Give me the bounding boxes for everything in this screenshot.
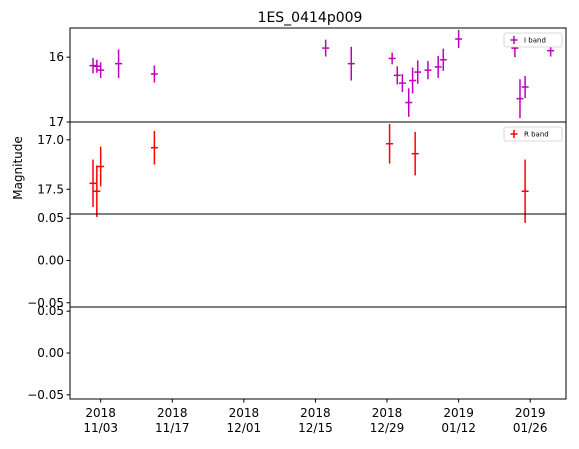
panel-4: 0.05 0.00 −0.05 — [27, 304, 567, 402]
data-point — [409, 67, 417, 94]
data-point — [386, 123, 394, 164]
data-point — [411, 131, 419, 176]
x-tick-date: 11/03 — [83, 421, 118, 435]
panel-3: 0.05 0.00 −0.05 — [27, 211, 567, 310]
x-tick-year: 2018 — [300, 406, 331, 420]
panel-frame — [69, 213, 567, 308]
data-point — [434, 55, 442, 78]
y-tick-label: 17.5 — [37, 182, 64, 196]
data-point — [89, 159, 97, 208]
x-axis: 201811/03201811/17201812/01201812/152018… — [83, 399, 548, 435]
data-point — [150, 65, 158, 83]
y-tick-label: 17.0 — [37, 133, 64, 147]
x-tick-year: 2019 — [515, 406, 546, 420]
legend-label: I band — [524, 37, 546, 45]
data-point — [115, 49, 123, 78]
chart-title: 1ES_0414p009 — [258, 10, 363, 26]
y-tick-label: 0.00 — [37, 254, 64, 268]
y-tick-label: 0.05 — [37, 304, 64, 318]
y-tick-label: 0.05 — [37, 211, 64, 225]
data-point — [516, 79, 524, 119]
data-point — [347, 46, 355, 81]
data-point — [322, 39, 330, 57]
data-point — [414, 60, 422, 84]
data-point — [439, 48, 447, 71]
y-tick-label: 0.00 — [37, 346, 64, 360]
x-tick-date: 12/15 — [298, 421, 333, 435]
panel-2: 17.0 17.5 R band — [37, 121, 567, 223]
x-tick-year: 2018 — [157, 406, 188, 420]
panel-frame — [69, 121, 567, 215]
data-point — [97, 146, 105, 187]
x-tick-year: 2018 — [85, 406, 116, 420]
data-point — [97, 62, 105, 78]
panel-frame — [69, 306, 567, 400]
data-point — [521, 159, 529, 223]
y-tick-label: −0.05 — [27, 296, 64, 310]
y-tick-label: 17 — [49, 115, 64, 129]
data-point — [424, 61, 432, 80]
y-axis-label: Magnitude — [11, 136, 25, 200]
x-tick-year: 2019 — [443, 406, 474, 420]
x-tick-date: 11/17 — [155, 421, 190, 435]
y-tick-label: −0.05 — [27, 388, 64, 402]
data-point — [93, 165, 101, 217]
panel-frame — [69, 27, 567, 123]
legend-label: R band — [524, 131, 549, 139]
x-tick-date: 12/01 — [227, 421, 262, 435]
x-tick-date: 01/12 — [441, 421, 476, 435]
data-point — [405, 88, 413, 117]
data-point — [388, 52, 396, 65]
panel-1: 16 17 I band — [49, 27, 567, 129]
legend-box — [503, 32, 563, 48]
x-tick-year: 2018 — [372, 406, 403, 420]
data-point — [393, 66, 401, 85]
y-tick-label: 16 — [49, 50, 64, 64]
x-tick-date: 12/29 — [370, 421, 405, 435]
data-point — [398, 74, 406, 93]
x-tick-date: 01/26 — [513, 421, 548, 435]
x-tick-year: 2018 — [229, 406, 260, 420]
legend: R band — [503, 126, 563, 142]
data-point — [150, 130, 158, 165]
legend: I band — [503, 32, 563, 48]
legend-box — [503, 126, 563, 142]
data-point — [455, 29, 463, 49]
data-point — [93, 59, 101, 73]
data-point — [521, 75, 529, 99]
